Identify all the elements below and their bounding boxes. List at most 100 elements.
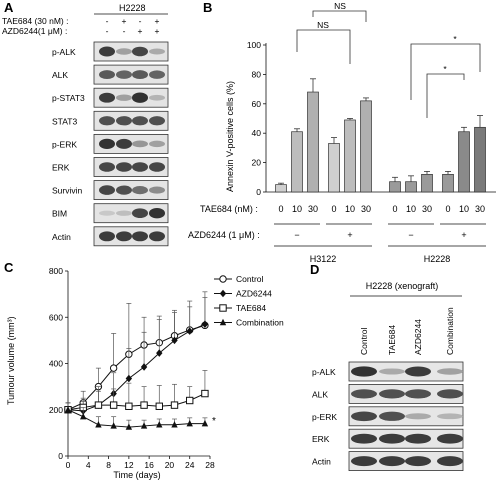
panel-c-marker: [94, 382, 103, 391]
panel-a-blot-label: p-STAT3: [52, 93, 85, 103]
panel-c-marker: [219, 289, 227, 298]
panel-b-azd-row-label: AZD6244 (1 μM) :: [188, 230, 260, 240]
panel-c-marker: [219, 275, 227, 283]
panel-a-blot-label: p-ERK: [52, 139, 77, 149]
panel-d-column-label: Combination: [445, 307, 455, 355]
panel-a-band: [149, 186, 165, 194]
panel-c-marker: [125, 350, 133, 358]
panel-a-band: [99, 46, 115, 57]
panel-c-marker: [140, 422, 148, 429]
panel-c-marker: [140, 401, 148, 409]
panel-c-marker: [219, 304, 227, 312]
panel-a-band: [99, 185, 115, 195]
panel-a-band: [149, 94, 165, 101]
panel-c-marker: [186, 419, 193, 427]
panel-a-band: [99, 162, 115, 172]
panel-c-marker: [110, 422, 117, 429]
panel-c-marker: [64, 406, 72, 414]
panel-c-marker: [170, 401, 179, 409]
panel-d-band: [437, 456, 463, 467]
panel-a-treatment-label: AZD6244(1 μM) :: [2, 26, 67, 36]
panel-c-marker: [125, 402, 133, 410]
panel-b-dose-label: 30: [475, 204, 485, 214]
panel-b-significance: NS NS * *: [296, 1, 481, 118]
panel-c-line: [67, 409, 205, 428]
panel-c-letter: C: [4, 260, 14, 275]
panel-c-marker: [64, 406, 72, 414]
panel-c-legend: Control AZD6244 TAE684 Combination: [214, 274, 284, 328]
panel-a-blot-label: ERK: [52, 163, 70, 173]
panel-a-band: [132, 116, 148, 126]
panel-c-marker: [155, 338, 163, 347]
panel-d-blot-frame: [348, 383, 464, 404]
panel-b-bar: [405, 181, 417, 193]
panel-b-bracket: [410, 43, 481, 100]
panel-a-blot-frame: [93, 87, 169, 108]
panel-d-band: [351, 389, 377, 399]
panel-d-band: [405, 433, 431, 444]
panel-a-band: [149, 140, 165, 148]
panel-b-y-tick-label: 100: [247, 40, 261, 50]
panel-b-bar: [328, 143, 340, 193]
panel-d-band: [379, 433, 405, 444]
panel-b-bar: [389, 181, 401, 193]
panel-a-blot-label: Actin: [52, 232, 71, 242]
panel-c-marker: [125, 374, 133, 383]
panel-b-bar: [442, 174, 454, 193]
panel-b-dose-label: 0: [331, 204, 336, 214]
panel-b-azd-mark: −: [408, 230, 413, 240]
panel-a-band: [149, 231, 165, 242]
panel-a-cell-line: H2228: [119, 3, 146, 13]
panel-c-marker: [140, 341, 148, 349]
panel-c-marker: [186, 396, 194, 405]
panel-c-marker: [201, 419, 209, 427]
panel-c-series-line: [64, 297, 209, 414]
panel-d-letter: D: [310, 262, 319, 277]
panel-c-marker: [201, 320, 209, 328]
panel-c-y-tick-label: 0: [58, 451, 63, 461]
panel-c-marker: [80, 407, 87, 415]
panel-b-significance-label: *: [443, 64, 447, 74]
panel-d-band: [405, 456, 431, 467]
panel-d-band: [405, 413, 431, 420]
panel-b-cellline-label: H2228: [424, 254, 451, 264]
panel-a-band: [116, 185, 132, 195]
panel-b-azd-mark: −: [294, 230, 299, 240]
panel-d-band: [379, 368, 405, 375]
panel-a-blot-label: p-ALK: [52, 47, 76, 57]
panel-d-band: [405, 389, 431, 399]
panel-a-treatment-mark: +: [138, 26, 143, 36]
panel-c-x-tick-label: 4: [86, 460, 91, 470]
panel-a-band: [116, 210, 132, 216]
panel-a-blot-frame: [93, 110, 169, 131]
panel-d-band: [351, 411, 377, 422]
panel-b-y-tick-label: 20: [252, 158, 262, 168]
panel-b-x-rows: TAE684 (nM) : AZD6244 (1 μM) : 0 10 30 0 10 3…: [188, 204, 486, 264]
panel-b-y-tick-label: 60: [252, 99, 262, 109]
panel-b-significance-label: NS: [334, 1, 346, 11]
panel-a-blot-frame: [93, 157, 169, 177]
panel-a-band: [132, 140, 148, 148]
panel-a-band: [149, 48, 165, 55]
panel-d-blot-label: ERK: [312, 434, 330, 444]
panel-b-azd-mark: +: [461, 230, 466, 240]
panel-c-x-tick-label: 20: [165, 460, 175, 470]
panel-b-bar: [275, 184, 287, 193]
panel-a-band: [132, 46, 148, 57]
panel-b-bars: [275, 78, 486, 193]
panel-d-band: [437, 413, 463, 420]
panel-d-band: [379, 411, 405, 421]
panel-a-band: [132, 92, 148, 103]
panel-c-legend-label: Combination: [236, 318, 284, 328]
panel-b-dose-label: 0: [278, 204, 283, 214]
panel-d-band: [405, 366, 431, 377]
panel-a-letter: A: [4, 0, 14, 15]
panel-c-marker: [155, 402, 163, 410]
panel-b-y-tick-label: 80: [252, 69, 262, 79]
panel-a-band: [149, 208, 165, 219]
panel-c-marker: [140, 363, 148, 371]
panel-c-legend-label: TAE684: [236, 303, 266, 313]
panel-c-xlabel: Time (days): [113, 470, 160, 480]
panel-a-band: [149, 116, 165, 126]
panel-d-band: [437, 389, 463, 399]
